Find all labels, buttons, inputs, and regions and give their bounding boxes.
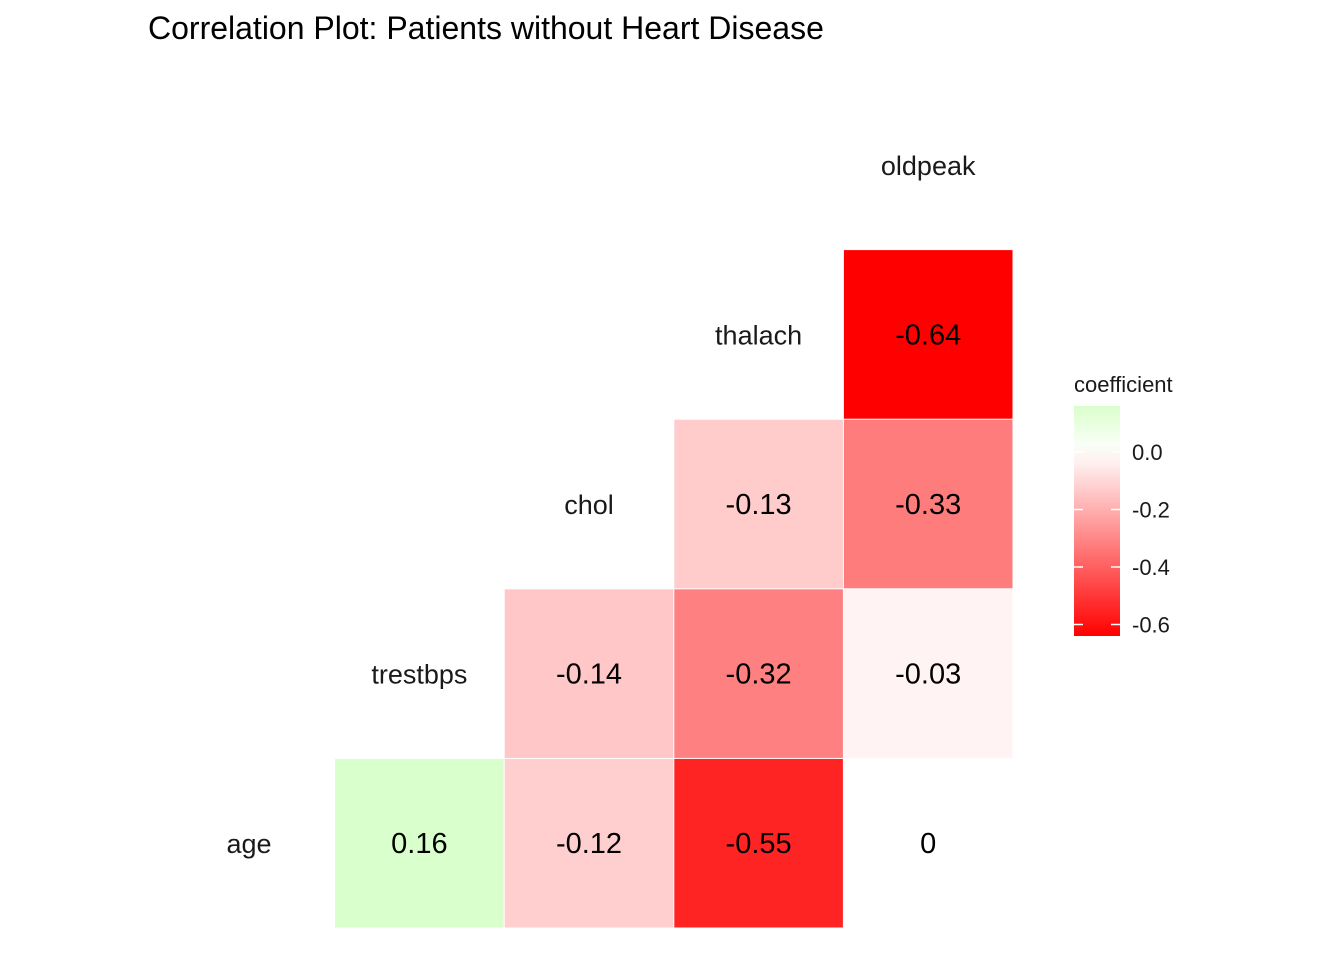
- variable-label-age: age: [226, 829, 271, 859]
- cell-value-label: -0.13: [726, 489, 792, 521]
- legend-tick-label: 0.0: [1132, 440, 1163, 465]
- variable-label-oldpeak: oldpeak: [881, 151, 976, 181]
- heatmap-cells: 0.16 -0.12 -0.55 0 -0.14 -0.32 -0.03 -0.13 -0.33…: [335, 250, 1013, 928]
- heatmap-cell-trestbps-chol: [504, 589, 674, 758]
- cell-value-label: -0.55: [726, 828, 792, 860]
- cell-value-label: 0.16: [391, 828, 447, 860]
- cell-value-label: -0.14: [556, 659, 622, 691]
- cell-value-label: -0.33: [895, 489, 961, 521]
- cell-value-label: 0: [920, 828, 936, 860]
- legend-colorbar: [1074, 406, 1120, 636]
- cell-value-label: -0.32: [726, 659, 792, 691]
- variable-labels: age trestbps chol thalach oldpeak: [226, 151, 976, 859]
- variable-label-trestbps: trestbps: [371, 660, 467, 690]
- variable-label-thalach: thalach: [715, 320, 802, 350]
- legend-title: coefficient: [1074, 372, 1173, 397]
- heatmap-cell-trestbps-oldpeak: [843, 589, 1013, 758]
- cell-value-label: -0.03: [895, 659, 961, 691]
- variable-label-chol: chol: [564, 490, 614, 520]
- heatmap-cell-chol-thalach: [674, 419, 843, 589]
- heatmap-cell-age-oldpeak: [843, 758, 1013, 928]
- chart-title: Correlation Plot: Patients without Heart…: [148, 10, 824, 46]
- heatmap-cell-age-trestbps: [335, 758, 504, 928]
- legend-tick-label: -0.6: [1132, 613, 1170, 638]
- heatmap-cell-thalach-oldpeak: [843, 250, 1013, 419]
- heatmap-cell-age-chol: [504, 758, 674, 928]
- legend-tick-label: -0.4: [1132, 555, 1170, 580]
- heatmap-cell-trestbps-thalach: [674, 589, 843, 758]
- heatmap-cell-age-thalach: [674, 758, 843, 928]
- cell-value-label: -0.64: [895, 319, 961, 351]
- cell-value-label: -0.12: [556, 828, 622, 860]
- legend-tick-label: -0.2: [1132, 498, 1170, 523]
- heatmap-cell-chol-oldpeak: [843, 419, 1013, 589]
- color-legend: coefficient 0.0 -0.2 -0.4 -0.6: [1074, 372, 1173, 638]
